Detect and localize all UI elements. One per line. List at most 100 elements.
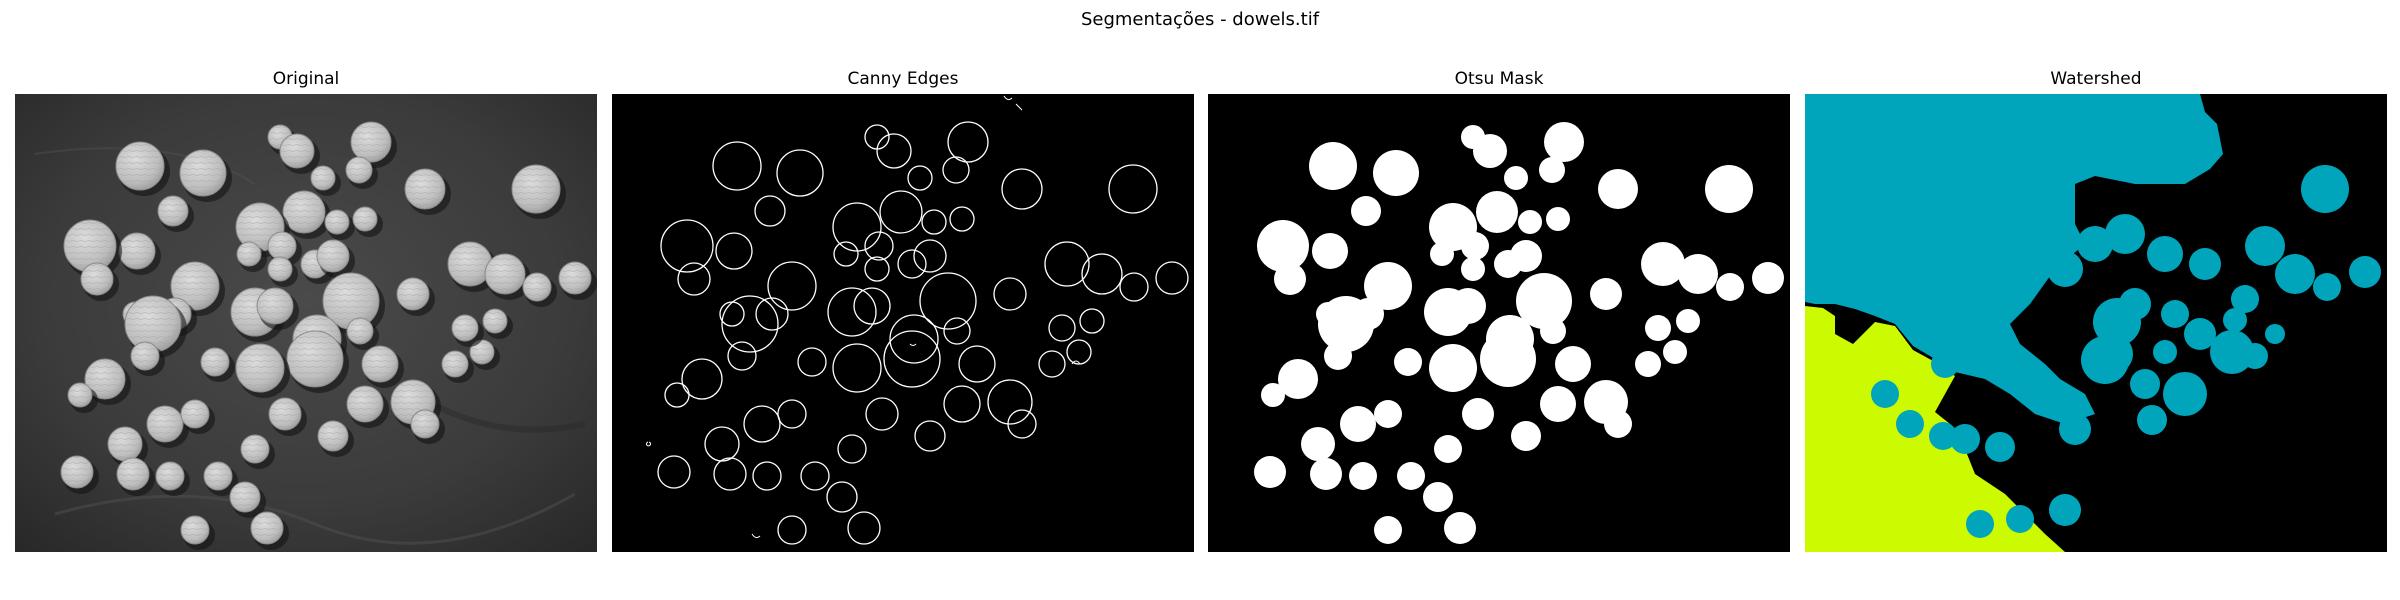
dowel-mask bbox=[1546, 207, 1570, 231]
watershed-blob bbox=[2059, 413, 2091, 445]
canny-edges-image bbox=[612, 94, 1194, 552]
dowel-grain bbox=[125, 296, 181, 352]
dowel-edge bbox=[1108, 164, 1158, 214]
dowel-edge bbox=[776, 149, 824, 197]
dowel-edge bbox=[754, 195, 786, 227]
dowel-grain bbox=[116, 142, 164, 190]
dowel-mask bbox=[1598, 169, 1638, 209]
dowel-grain bbox=[397, 278, 429, 310]
dowel-edge bbox=[1007, 409, 1037, 439]
dowel-mask bbox=[1676, 309, 1700, 333]
dowel-grain bbox=[85, 359, 125, 399]
dowel-grain bbox=[147, 406, 183, 442]
watershed-blob bbox=[2049, 494, 2081, 526]
dowel-grain bbox=[171, 262, 219, 310]
dowel-mask bbox=[1462, 398, 1494, 430]
dowel-mask bbox=[1450, 288, 1486, 324]
dowel-grain bbox=[452, 315, 478, 341]
dowel-edge bbox=[1001, 168, 1043, 210]
dowel-grain bbox=[405, 169, 445, 209]
dowel-edge bbox=[1044, 241, 1090, 287]
dowel-mask bbox=[1645, 315, 1671, 341]
dowel-grain bbox=[523, 273, 551, 301]
dowel-edge bbox=[827, 287, 877, 337]
dowel-edge bbox=[958, 345, 996, 383]
dowel-grain bbox=[230, 482, 260, 512]
dowel-grain bbox=[323, 273, 379, 329]
watershed-blob bbox=[2137, 405, 2167, 435]
dowel-grain bbox=[180, 150, 226, 196]
dowel-edge bbox=[943, 317, 971, 345]
dowel-grain bbox=[318, 421, 348, 451]
watershed-blob bbox=[2313, 273, 2341, 301]
dowel-edge bbox=[987, 379, 1033, 425]
dowel-mask bbox=[1434, 435, 1462, 463]
dowel-grain bbox=[411, 410, 439, 438]
watershed-blob bbox=[2147, 236, 2183, 272]
dowel-mask bbox=[1678, 254, 1718, 294]
figure-suptitle: Segmentações - dowels.tif bbox=[1080, 9, 1320, 30]
dowel-grain bbox=[81, 263, 113, 295]
watershed-blob bbox=[2242, 343, 2268, 369]
watershed-blob bbox=[2210, 330, 2254, 374]
dowel-mask bbox=[1373, 150, 1419, 196]
dowel-edge bbox=[914, 420, 946, 452]
dowel-grain bbox=[287, 331, 343, 387]
dowel-grain bbox=[442, 351, 468, 377]
panel-title-watershed: Watershed bbox=[2050, 69, 2142, 89]
dowel-grain bbox=[237, 242, 261, 266]
dowel-mask bbox=[1539, 157, 1565, 183]
dowel-edge bbox=[660, 219, 714, 273]
panel-title-original: Original bbox=[272, 69, 340, 89]
dowel-edge bbox=[712, 141, 762, 191]
dowel-edge bbox=[943, 385, 981, 423]
dowel-mask bbox=[1349, 462, 1377, 490]
dowel-grain bbox=[158, 196, 188, 226]
dowel-mask bbox=[1752, 262, 1784, 294]
dowel-edge bbox=[879, 190, 923, 234]
dowel-grain bbox=[559, 262, 591, 294]
dowel-edge bbox=[832, 343, 882, 393]
watershed-blob bbox=[2223, 308, 2247, 332]
dowel-edge bbox=[921, 209, 947, 235]
dowel-edge bbox=[1048, 314, 1076, 342]
dowel-mask bbox=[1310, 458, 1342, 490]
dowel-grain bbox=[362, 346, 398, 382]
dowel-edge bbox=[727, 341, 757, 371]
panel-watershed bbox=[1805, 94, 2387, 552]
dowel-grain bbox=[251, 512, 283, 544]
original-image bbox=[15, 94, 597, 552]
watershed-blob bbox=[2153, 340, 2177, 364]
watershed-blob bbox=[2047, 251, 2083, 287]
dowel-edge bbox=[847, 511, 881, 545]
dowel-edge bbox=[752, 461, 782, 491]
dowel-grain bbox=[64, 220, 116, 272]
watershed-blob bbox=[1931, 350, 1959, 378]
dowel-mask bbox=[1705, 165, 1753, 213]
dowel-edge bbox=[1119, 272, 1149, 302]
dowel-grain bbox=[351, 122, 391, 162]
dowel-mask bbox=[1340, 406, 1376, 442]
dowel-grain bbox=[181, 400, 209, 428]
dowel-edge bbox=[657, 455, 691, 489]
dowel-edge bbox=[721, 295, 779, 353]
dowel-grain bbox=[131, 342, 159, 370]
dowel-mask bbox=[1274, 263, 1306, 295]
dowel-edge bbox=[947, 121, 989, 163]
dowel-grain bbox=[257, 288, 293, 324]
dowel-edge bbox=[767, 261, 817, 311]
watershed-blob bbox=[2275, 254, 2315, 294]
dowel-edge bbox=[949, 206, 975, 232]
watershed-blob bbox=[2163, 372, 2207, 416]
dowel-mask bbox=[1540, 318, 1566, 344]
watershed-blob bbox=[1985, 432, 2015, 462]
watershed-blob bbox=[1966, 510, 1994, 538]
dowel-grain bbox=[241, 435, 269, 463]
dowel-mask bbox=[1394, 348, 1422, 376]
dowel-edge bbox=[664, 382, 690, 408]
dowel-edge bbox=[743, 405, 781, 443]
dowel-grain bbox=[61, 456, 93, 488]
dowel-grain bbox=[512, 165, 560, 213]
dowel-grain bbox=[448, 242, 492, 286]
dowel-mask bbox=[1476, 191, 1518, 233]
